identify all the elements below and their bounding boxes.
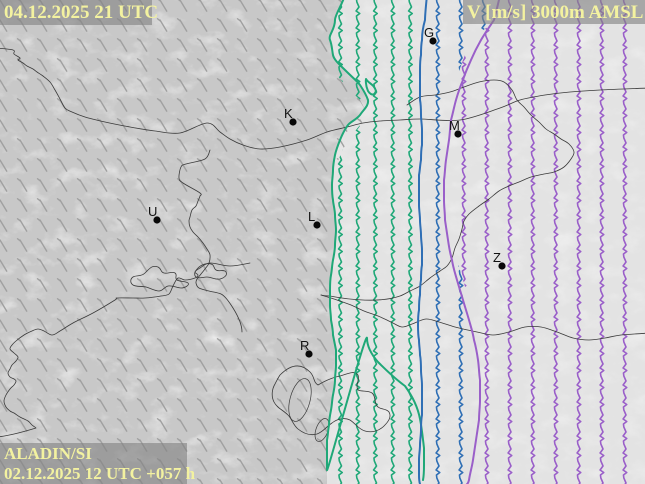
svg-text:U: U: [148, 204, 157, 219]
svg-text:M: M: [449, 118, 460, 133]
svg-text:G: G: [424, 25, 434, 40]
svg-text:L: L: [308, 209, 315, 224]
svg-text:K: K: [284, 106, 293, 121]
svg-text:Z: Z: [493, 250, 501, 265]
svg-text:R: R: [300, 338, 309, 353]
